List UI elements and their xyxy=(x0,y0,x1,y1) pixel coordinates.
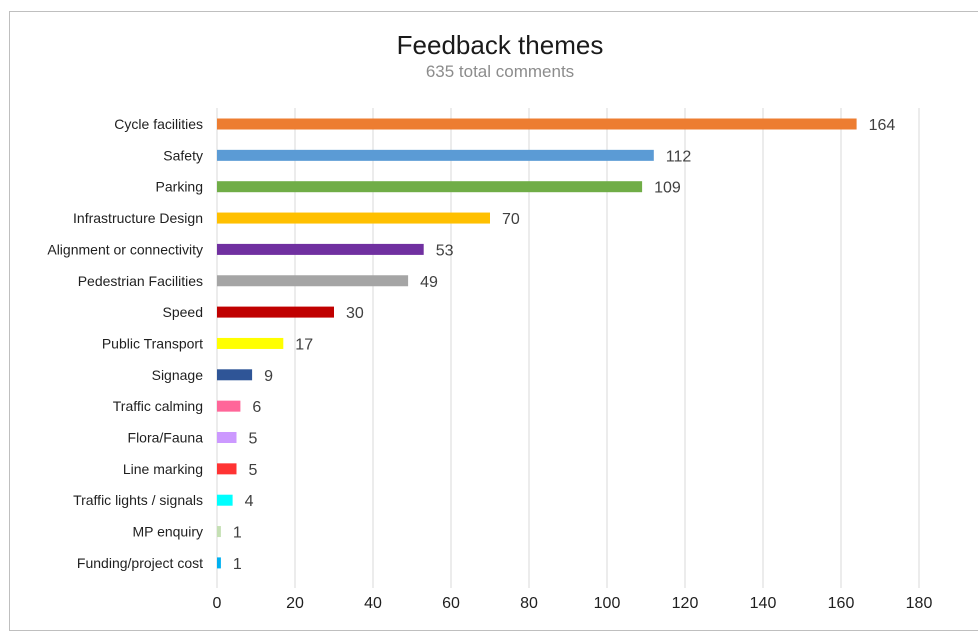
value-label: 53 xyxy=(436,242,454,259)
value-label: 1 xyxy=(233,525,242,542)
value-label: 112 xyxy=(666,148,692,165)
bar-alignment-or-connectivity xyxy=(217,243,424,255)
x-tick-label: 40 xyxy=(364,595,382,612)
value-label: 6 xyxy=(252,399,261,416)
category-label: Line marking xyxy=(123,461,203,477)
bar-safety xyxy=(217,149,654,161)
bar-funding-project-cost xyxy=(217,557,221,569)
bar-speed xyxy=(217,306,334,318)
x-tick-label: 180 xyxy=(906,595,933,612)
bar-flora-fauna xyxy=(217,432,237,443)
bar-mp-enquiry xyxy=(217,526,221,538)
category-label: Funding/project cost xyxy=(77,555,203,571)
category-label: Infrastructure Design xyxy=(73,210,203,226)
category-label: Traffic calming xyxy=(113,398,203,414)
x-tick-label: 100 xyxy=(594,595,621,612)
bar-line-marking xyxy=(217,463,237,475)
x-tick-label: 80 xyxy=(520,595,538,612)
category-label: Flora/Fauna xyxy=(128,430,204,446)
bar-signage xyxy=(217,369,253,381)
chart-title: Feedback themes xyxy=(396,30,604,60)
category-labels: Cycle facilities Safety Parking Infrastruct… xyxy=(47,116,203,571)
category-label: Speed xyxy=(163,304,203,320)
x-tick-label: 120 xyxy=(672,595,699,612)
bar-chart: Cycle facilities Safety Parking Infrastruct… xyxy=(47,108,933,612)
value-label: 9 xyxy=(264,368,273,385)
x-tick-label: 60 xyxy=(442,595,460,612)
bar-pedestrian-facilities xyxy=(217,275,409,287)
bar-parking xyxy=(217,181,643,193)
bar-traffic-calming xyxy=(217,400,241,412)
value-label: 109 xyxy=(654,180,681,197)
value-label: 17 xyxy=(295,336,313,353)
category-label: Public Transport xyxy=(102,335,203,351)
category-label: Traffic lights / signals xyxy=(73,492,203,508)
category-label: Parking xyxy=(156,179,203,195)
value-label: 5 xyxy=(249,462,258,479)
bar-cycle-facilities xyxy=(217,118,857,130)
value-label: 30 xyxy=(346,305,364,322)
value-label: 4 xyxy=(245,493,254,510)
gridlines xyxy=(216,108,920,588)
bars xyxy=(217,118,857,569)
category-label: MP enquiry xyxy=(132,524,203,540)
category-label: Cycle facilities xyxy=(114,116,203,132)
value-label: 1 xyxy=(233,556,242,573)
category-label: Signage xyxy=(152,367,204,383)
bar-infrastructure-design xyxy=(217,212,490,224)
chart-subtitle: 635 total comments xyxy=(425,62,575,81)
x-axis-ticks: 0 20 40 60 80 100 120 140 160 180 xyxy=(213,595,933,612)
value-label: 70 xyxy=(502,211,520,228)
x-tick-label: 140 xyxy=(750,595,777,612)
x-tick-label: 160 xyxy=(828,595,855,612)
bar-public-transport xyxy=(217,337,284,349)
category-label: Pedestrian Facilities xyxy=(78,273,203,289)
category-label: Safety xyxy=(163,147,203,163)
value-label: 5 xyxy=(249,431,258,448)
chart-frame xyxy=(9,11,978,631)
value-label: 49 xyxy=(420,274,438,291)
x-tick-label: 0 xyxy=(213,595,222,612)
value-label: 164 xyxy=(869,117,896,134)
bar-traffic-lights-signals xyxy=(217,494,233,506)
x-tick-label: 20 xyxy=(286,595,304,612)
category-label: Alignment or connectivity xyxy=(47,241,203,257)
